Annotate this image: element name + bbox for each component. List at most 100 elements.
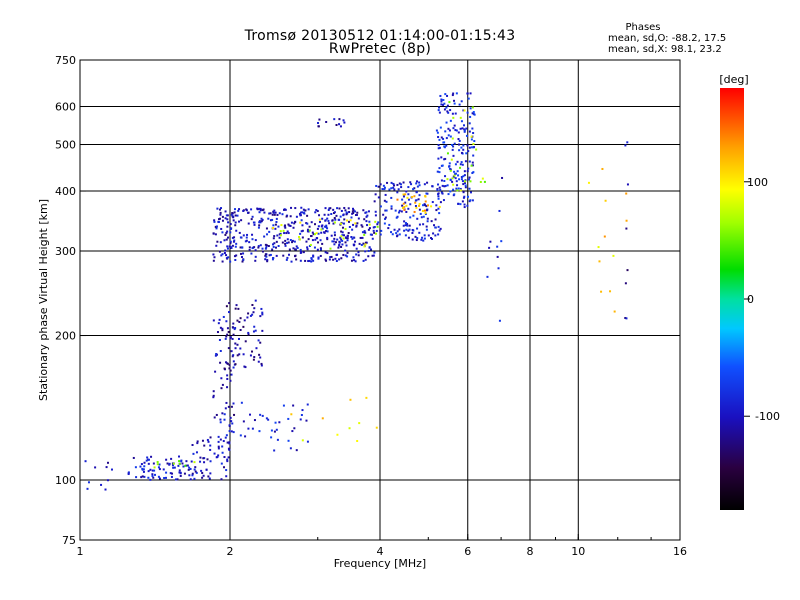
data-point bbox=[471, 106, 474, 109]
data-point bbox=[412, 229, 415, 232]
data-point bbox=[225, 305, 228, 308]
data-point bbox=[295, 245, 298, 248]
data-point bbox=[472, 111, 475, 114]
data-point bbox=[147, 476, 150, 479]
data-point bbox=[489, 240, 492, 243]
data-point bbox=[226, 214, 229, 217]
data-point bbox=[430, 220, 433, 223]
data-point bbox=[440, 100, 443, 103]
data-point bbox=[455, 129, 458, 132]
data-point bbox=[394, 209, 397, 212]
data-point bbox=[147, 470, 150, 473]
data-point bbox=[469, 92, 472, 95]
data-point bbox=[376, 225, 379, 228]
data-point bbox=[356, 439, 359, 442]
data-point bbox=[333, 243, 336, 246]
data-point bbox=[439, 201, 442, 204]
data-point bbox=[275, 254, 278, 257]
data-point bbox=[264, 247, 267, 250]
data-point bbox=[333, 237, 336, 240]
data-point bbox=[463, 129, 466, 132]
data-point bbox=[158, 477, 161, 480]
data-point bbox=[217, 447, 220, 450]
data-point bbox=[229, 242, 232, 245]
data-point bbox=[398, 182, 401, 185]
data-point bbox=[453, 193, 456, 196]
data-point bbox=[434, 234, 437, 237]
data-point bbox=[178, 471, 181, 474]
data-point bbox=[232, 360, 235, 363]
data-point bbox=[282, 404, 285, 407]
data-point bbox=[337, 246, 340, 249]
data-point bbox=[305, 240, 308, 243]
data-point bbox=[301, 409, 304, 412]
data-point bbox=[259, 221, 262, 224]
data-point bbox=[202, 474, 205, 477]
data-point bbox=[463, 128, 466, 131]
data-point bbox=[224, 210, 227, 213]
data-point bbox=[464, 184, 467, 187]
data-point bbox=[383, 199, 386, 202]
data-point bbox=[346, 219, 349, 222]
data-point bbox=[127, 471, 130, 474]
data-point bbox=[373, 225, 376, 228]
data-point bbox=[227, 256, 230, 259]
data-point bbox=[434, 226, 437, 229]
data-point bbox=[275, 428, 278, 431]
data-point bbox=[438, 212, 441, 215]
data-point bbox=[226, 327, 229, 330]
data-point bbox=[409, 203, 412, 206]
data-point bbox=[375, 232, 378, 235]
data-point bbox=[425, 192, 428, 195]
data-point bbox=[284, 244, 287, 247]
data-point bbox=[290, 413, 293, 416]
data-point bbox=[462, 109, 465, 112]
data-point bbox=[221, 260, 224, 263]
data-point bbox=[396, 191, 399, 194]
data-point bbox=[252, 246, 255, 249]
data-point bbox=[418, 223, 421, 226]
data-point bbox=[271, 213, 274, 216]
data-point bbox=[460, 176, 463, 179]
data-point bbox=[457, 174, 460, 177]
data-point bbox=[246, 233, 249, 236]
data-point bbox=[373, 200, 376, 203]
data-point bbox=[364, 211, 367, 214]
data-point bbox=[234, 221, 237, 224]
data-point bbox=[346, 237, 349, 240]
data-point bbox=[341, 239, 344, 242]
data-point bbox=[228, 442, 231, 445]
data-point bbox=[449, 119, 452, 122]
data-point bbox=[226, 245, 229, 248]
data-point bbox=[437, 195, 440, 198]
data-point bbox=[454, 163, 457, 166]
data-point bbox=[304, 259, 307, 262]
data-point bbox=[260, 364, 263, 367]
data-point bbox=[424, 204, 427, 207]
data-point bbox=[213, 452, 216, 455]
data-point bbox=[404, 201, 407, 204]
data-point bbox=[350, 259, 353, 262]
data-point bbox=[441, 184, 444, 187]
data-point bbox=[231, 244, 234, 247]
data-point bbox=[454, 172, 457, 175]
data-point bbox=[239, 434, 242, 437]
data-point bbox=[178, 462, 181, 465]
data-point bbox=[272, 245, 275, 248]
data-point bbox=[393, 228, 396, 231]
data-point bbox=[426, 220, 429, 223]
data-point bbox=[188, 474, 191, 477]
data-point bbox=[239, 317, 242, 320]
data-point bbox=[217, 440, 220, 443]
data-point bbox=[228, 430, 231, 433]
data-point bbox=[409, 181, 412, 184]
data-point bbox=[411, 238, 414, 241]
data-point bbox=[443, 179, 446, 182]
data-point bbox=[323, 231, 326, 234]
data-point bbox=[426, 192, 429, 195]
data-point bbox=[308, 229, 311, 232]
data-point bbox=[402, 181, 405, 184]
data-point bbox=[326, 252, 329, 255]
data-point bbox=[252, 330, 255, 333]
data-point bbox=[613, 310, 616, 313]
